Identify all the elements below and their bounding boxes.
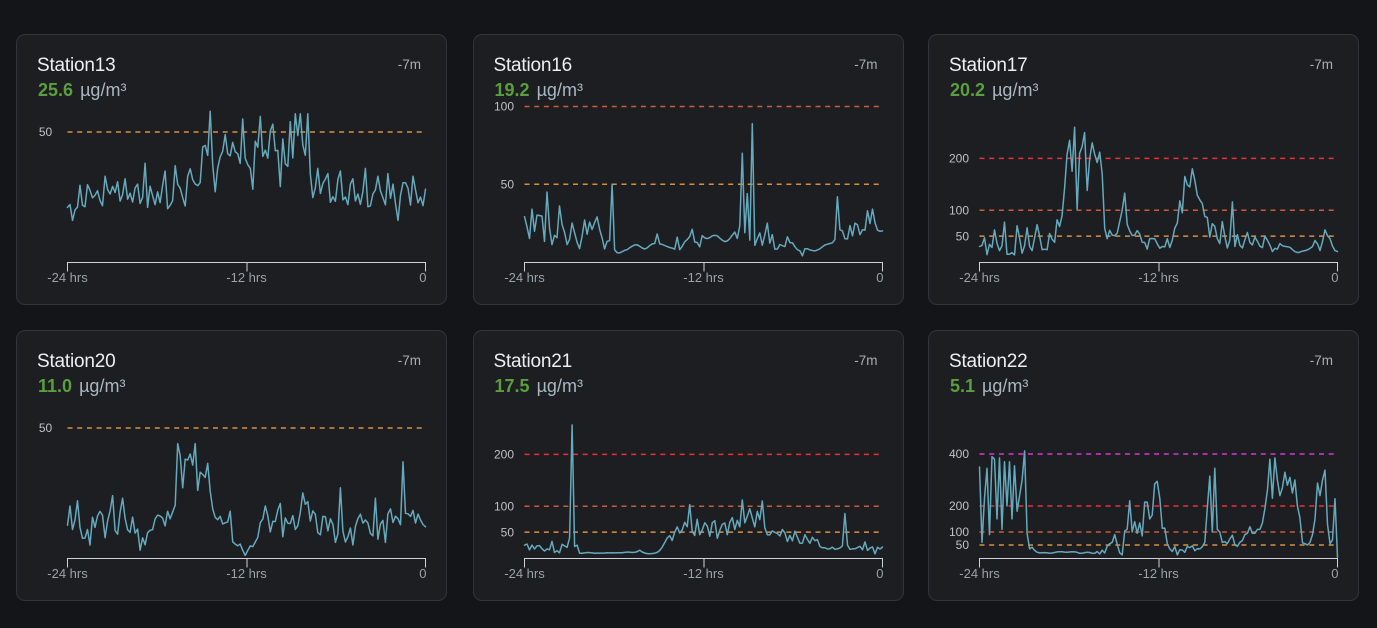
svg-text:0: 0 [1331, 270, 1338, 285]
svg-text:0: 0 [1331, 566, 1338, 581]
svg-text:50: 50 [39, 125, 53, 139]
svg-text:100: 100 [493, 100, 513, 114]
svg-text:-12 hrs: -12 hrs [683, 270, 724, 285]
svg-text:100: 100 [949, 525, 969, 539]
svg-text:0: 0 [419, 566, 426, 581]
svg-text:-12 hrs: -12 hrs [683, 566, 724, 581]
svg-text:50: 50 [39, 421, 53, 435]
svg-text:50: 50 [500, 177, 514, 191]
svg-text:-24 hrs: -24 hrs [47, 270, 88, 285]
svg-text:-24 hrs: -24 hrs [47, 566, 88, 581]
svg-text:200: 200 [493, 448, 513, 462]
svg-text:-24 hrs: -24 hrs [959, 566, 1000, 581]
svg-text:200: 200 [949, 499, 969, 513]
svg-text:200: 200 [949, 152, 969, 166]
svg-text:50: 50 [956, 229, 970, 243]
svg-text:0: 0 [876, 270, 883, 285]
svg-text:-12 hrs: -12 hrs [226, 566, 267, 581]
svg-text:0: 0 [876, 566, 883, 581]
svg-text:100: 100 [493, 499, 513, 513]
svg-text:-12 hrs: -12 hrs [226, 270, 267, 285]
svg-text:-24 hrs: -24 hrs [504, 566, 545, 581]
svg-text:50: 50 [956, 538, 970, 552]
svg-text:400: 400 [949, 447, 969, 461]
svg-text:-24 hrs: -24 hrs [504, 270, 545, 285]
svg-text:-12 hrs: -12 hrs [1138, 270, 1179, 285]
svg-text:-24 hrs: -24 hrs [959, 270, 1000, 285]
svg-text:50: 50 [500, 525, 514, 539]
svg-text:-12 hrs: -12 hrs [1138, 566, 1179, 581]
svg-text:0: 0 [419, 270, 426, 285]
svg-text:100: 100 [949, 203, 969, 217]
